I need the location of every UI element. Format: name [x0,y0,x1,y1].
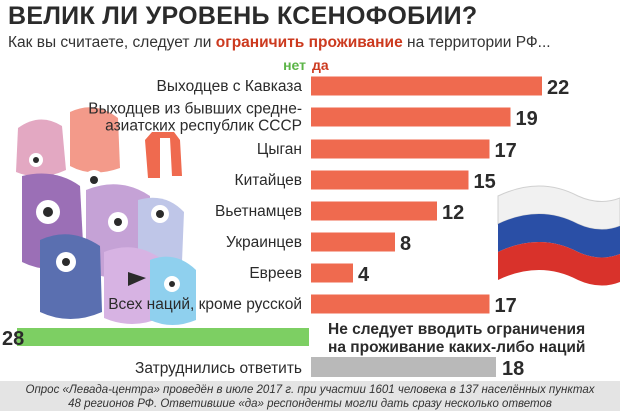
no-bar-value: 28 [2,328,24,350]
yes-bar-value: 12 [442,202,464,224]
yes-bar-value: 4 [358,264,370,286]
yes-bar [311,170,469,190]
yes-bars: Выходцев с Кавказа 22 Выходцев из бывших с… [88,76,569,317]
yes-bar [311,232,395,252]
no-bar [17,328,309,346]
yes-bar-value: 17 [495,140,517,162]
yes-bar [311,107,511,127]
footnote: Опрос «Левада-центра» проведён в июле 20… [0,381,620,411]
category-label: Выходцев с Кавказа [157,78,303,95]
legend-yes: да [312,57,329,73]
category-label: Евреев [249,265,302,282]
category-label: Украинцев [226,234,302,251]
faces-illustration [16,107,196,325]
category-label: Всех наций, кроме русской [108,296,302,313]
chart-title: ВЕЛИК ЛИ УРОВЕНЬ КСЕНОФОБИИ? [8,2,478,30]
category-label: Выходцев из бывших средне- [88,101,302,118]
category-label: Вьетнамцев [215,203,302,220]
category-label: азиатских республик СССР [105,118,302,135]
yes-bar [311,76,542,96]
category-label: Цыган [257,141,302,158]
russian-flag-illustration [497,185,620,286]
xenophobia-chart: нет да Выходцев с Кавказа 22 Выходцев из б… [2,56,620,380]
yes-bar [311,294,490,314]
hard-to-say-bar [311,357,496,377]
yes-bar-value: 15 [474,171,496,193]
no-bar-label-line1: Не следует вводить ограничения [328,321,585,338]
category-label: Китайцев [235,172,302,189]
no-bar-label-line2: на проживание каких-либо наций [328,339,585,356]
yes-bar-value: 8 [400,233,411,255]
subtitle-after: на территории РФ... [402,34,551,51]
yes-bar-value: 17 [495,295,517,317]
footnote-line2: 48 регионов РФ. Ответившие «да» респонде… [68,398,552,410]
yes-bar [311,263,353,283]
yes-bar-value: 22 [547,77,569,99]
footnote-line1: Опрос «Левада-центра» проведён в июле 20… [25,384,595,396]
hard-to-say-label: Затруднились ответить [135,360,302,377]
chart-subtitle: Как вы считаете, следует ли ограничить п… [8,34,551,52]
yes-bar [311,201,437,221]
yes-bar [311,139,490,159]
hard-to-say-value: 18 [502,358,524,380]
legend-no: нет [283,57,306,73]
subtitle-bold: ограничить проживание [215,34,403,51]
yes-bar-value: 19 [516,108,538,130]
subtitle-before: Как вы считаете, следует ли [8,34,216,51]
